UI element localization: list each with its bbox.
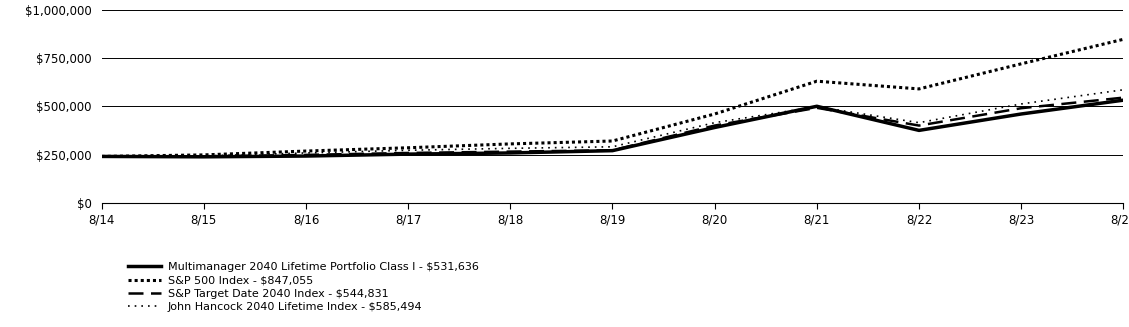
Multimanager 2040 Lifetime Portfolio Class I - $531,636 — [708, 126, 721, 129]
S&P Target Date 2040 Index - $544,831 — [504, 150, 517, 154]
S&P 500 Index - $847,055 — [198, 153, 211, 157]
John Hancock 2040 Lifetime Index - $585,494 — [402, 148, 415, 152]
S&P Target Date 2040 Index - $544,831 — [811, 106, 824, 110]
John Hancock 2040 Lifetime Index - $585,494 — [1015, 102, 1029, 106]
S&P 500 Index - $847,055 — [504, 142, 517, 146]
S&P Target Date 2040 Index - $544,831 — [299, 153, 313, 157]
John Hancock 2040 Lifetime Index - $585,494 — [606, 145, 620, 149]
S&P Target Date 2040 Index - $544,831 — [606, 148, 620, 152]
S&P Target Date 2040 Index - $544,831 — [708, 124, 721, 128]
Line: S&P 500 Index - $847,055: S&P 500 Index - $847,055 — [102, 39, 1123, 156]
S&P 500 Index - $847,055 — [299, 149, 313, 153]
S&P 500 Index - $847,055 — [1117, 37, 1129, 41]
S&P 500 Index - $847,055 — [402, 146, 415, 150]
S&P 500 Index - $847,055 — [811, 79, 824, 83]
S&P 500 Index - $847,055 — [1015, 62, 1029, 66]
Line: S&P Target Date 2040 Index - $544,831: S&P Target Date 2040 Index - $544,831 — [102, 98, 1123, 156]
Multimanager 2040 Lifetime Portfolio Class I - $531,636 — [198, 155, 211, 159]
Legend: Multimanager 2040 Lifetime Portfolio Class I - $531,636, S&P 500 Index - $847,05: Multimanager 2040 Lifetime Portfolio Cla… — [128, 262, 479, 312]
Multimanager 2040 Lifetime Portfolio Class I - $531,636 — [912, 129, 926, 132]
S&P Target Date 2040 Index - $544,831 — [1117, 96, 1129, 100]
S&P Target Date 2040 Index - $544,831 — [912, 124, 926, 128]
S&P Target Date 2040 Index - $544,831 — [1015, 106, 1029, 110]
Multimanager 2040 Lifetime Portfolio Class I - $531,636 — [299, 154, 313, 158]
S&P 500 Index - $847,055 — [708, 112, 721, 116]
Multimanager 2040 Lifetime Portfolio Class I - $531,636 — [606, 149, 620, 153]
Multimanager 2040 Lifetime Portfolio Class I - $531,636 — [504, 151, 517, 155]
John Hancock 2040 Lifetime Index - $585,494 — [198, 154, 211, 158]
S&P Target Date 2040 Index - $544,831 — [95, 154, 108, 158]
S&P 500 Index - $847,055 — [95, 154, 108, 158]
John Hancock 2040 Lifetime Index - $585,494 — [95, 154, 108, 158]
Multimanager 2040 Lifetime Portfolio Class I - $531,636 — [402, 152, 415, 156]
John Hancock 2040 Lifetime Index - $585,494 — [504, 146, 517, 150]
John Hancock 2040 Lifetime Index - $585,494 — [1117, 88, 1129, 92]
John Hancock 2040 Lifetime Index - $585,494 — [811, 105, 824, 109]
S&P Target Date 2040 Index - $544,831 — [198, 154, 211, 158]
S&P Target Date 2040 Index - $544,831 — [402, 151, 415, 155]
John Hancock 2040 Lifetime Index - $585,494 — [708, 121, 721, 125]
Line: Multimanager 2040 Lifetime Portfolio Class I - $531,636: Multimanager 2040 Lifetime Portfolio Cla… — [102, 100, 1123, 157]
John Hancock 2040 Lifetime Index - $585,494 — [912, 121, 926, 125]
S&P 500 Index - $847,055 — [606, 139, 620, 143]
S&P 500 Index - $847,055 — [912, 87, 926, 91]
Multimanager 2040 Lifetime Portfolio Class I - $531,636 — [1015, 112, 1029, 116]
John Hancock 2040 Lifetime Index - $585,494 — [299, 151, 313, 155]
Line: John Hancock 2040 Lifetime Index - $585,494: John Hancock 2040 Lifetime Index - $585,… — [102, 90, 1123, 156]
Multimanager 2040 Lifetime Portfolio Class I - $531,636 — [95, 154, 108, 158]
Multimanager 2040 Lifetime Portfolio Class I - $531,636 — [811, 104, 824, 108]
Multimanager 2040 Lifetime Portfolio Class I - $531,636 — [1117, 98, 1129, 102]
